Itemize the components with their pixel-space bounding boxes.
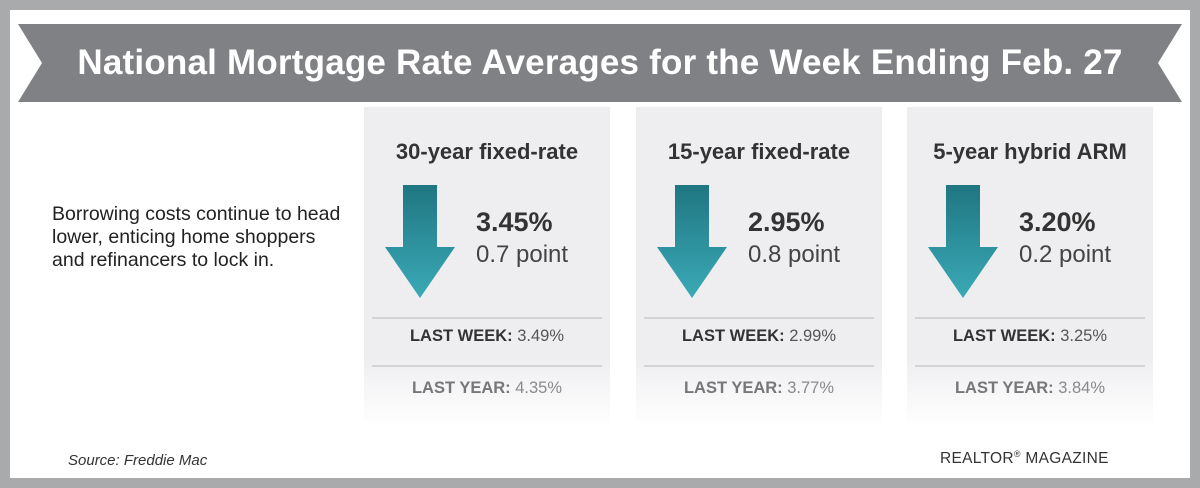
card-title: 15-year fixed-rate [667,139,851,164]
page-title: National Mortgage Rate Averages for the … [77,43,1123,82]
last-week-label: LAST WEEK: [952,327,1056,345]
current-rate: 3.45% [476,207,553,237]
last-year-label: LAST YEAR: [954,379,1054,397]
rate-change: 0.7 point [476,241,569,268]
last-week-value: 2.99% [789,327,837,345]
rate-card-15-year: 15-year fixed-rate 2.95% 0.8 point LAST … [636,107,882,427]
last-week-row: LAST WEEK: 2.99% [636,327,882,346]
current-rate: 3.20% [1019,207,1096,237]
brand-logo: REALTOR® MAGAZINE [940,449,1109,468]
title-banner: National Mortgage Rate Averages for the … [18,24,1182,102]
last-year-value: 4.35% [515,379,563,397]
divider [372,365,602,367]
divider [644,365,874,367]
brand-name: REALTOR [940,450,1014,467]
brand-suffix: MAGAZINE [1020,450,1109,467]
rate-card-30-year: 30-year fixed-rate 3.45% 0.7 point LAST … [364,107,610,427]
rate-change: 0.2 point [1019,241,1112,268]
rate-change: 0.8 point [748,241,841,268]
last-week-row: LAST WEEK: 3.25% [907,327,1153,346]
last-week-row: LAST WEEK: 3.49% [364,327,610,346]
last-year-row: LAST YEAR: 4.35% [364,379,610,398]
last-year-row: LAST YEAR: 3.77% [636,379,882,398]
intro-text: Borrowing costs continue to head lower, … [52,203,341,271]
arrow-down-icon [928,185,998,298]
card-title: 30-year fixed-rate [395,139,579,164]
last-week-value: 3.49% [517,327,565,345]
banner-ribbon-shape [18,24,1182,102]
last-year-value: 3.84% [1058,379,1106,397]
last-year-value: 3.77% [787,379,835,397]
last-year-label: LAST YEAR: [683,379,783,397]
last-year-label: LAST YEAR: [411,379,511,397]
card-title: 5-year hybrid ARM [933,139,1127,164]
divider [372,317,602,319]
last-week-label: LAST WEEK: [681,327,785,345]
last-week-value: 3.25% [1060,327,1108,345]
arrow-down-icon [657,185,727,298]
last-year-row: LAST YEAR: 3.84% [907,379,1153,398]
last-week-label: LAST WEEK: [409,327,513,345]
divider [644,317,874,319]
source-note: Source: Freddie Mac [68,452,208,469]
divider [915,317,1145,319]
rate-card-5-year-arm: 5-year hybrid ARM 3.20% 0.2 point LAST W… [907,107,1153,427]
current-rate: 2.95% [748,207,825,237]
divider [915,365,1145,367]
registered-mark: ® [1013,449,1021,459]
arrow-down-icon [385,185,455,298]
